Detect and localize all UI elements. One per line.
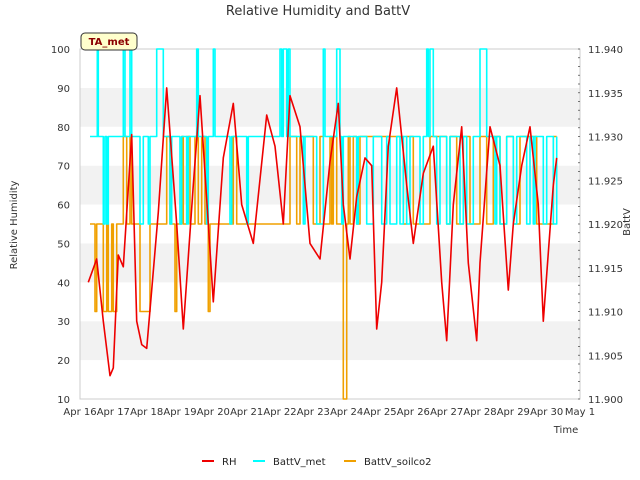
left-axis-ticks: 10 20 30 40 50 60 70 80 90 100 [51, 45, 70, 406]
grid-band [80, 321, 580, 361]
x-tick-label: Apr 21 [230, 407, 263, 418]
x-tick-label: Apr 28 [463, 407, 496, 418]
x-axis-label: Time [553, 425, 578, 436]
grid-band [80, 282, 580, 322]
y-left-tick-label: 10 [57, 395, 70, 406]
x-axis-ticks: Apr 16 Apr 17 Apr 18 Apr 19 Apr 20 Apr 21 Apr … [63, 407, 595, 418]
y-left-tick-label: 30 [57, 317, 70, 328]
right-axis-ticks: 11.900 11.905 11.910 11.915 11.920 11.925 11.9… [578, 45, 623, 406]
x-tick-label: Apr 17 [97, 407, 130, 418]
y-right-tick-label: 11.915 [588, 264, 623, 275]
legend-label-battv-soilco2: BattV_soilco2 [364, 457, 432, 468]
y-right-tick-label: 11.920 [588, 220, 623, 231]
y-axis-left-label: Relative Humidity [9, 181, 20, 270]
y-left-tick-label: 80 [57, 123, 70, 134]
station-badge-text: TA_met [89, 37, 130, 48]
y-right-tick-label: 11.935 [588, 89, 623, 100]
y-right-tick-label: 11.905 [588, 351, 623, 362]
x-tick-label: Apr 24 [330, 407, 363, 418]
x-tick-label: Apr 23 [297, 407, 330, 418]
grid-band [80, 49, 580, 88]
y-left-tick-label: 50 [57, 239, 70, 250]
x-tick-label: Apr 26 [397, 407, 430, 418]
x-tick-label: Apr 16 [63, 407, 96, 418]
y-right-tick-label: 11.910 [588, 308, 623, 319]
series-line-battv-met [90, 48, 558, 225]
y-right-tick-label: 11.930 [588, 133, 623, 144]
y-right-tick-label: 11.925 [588, 176, 623, 187]
y-left-tick-label: 20 [57, 356, 70, 367]
station-badge: TA_met [80, 32, 138, 51]
x-tick-label: Apr 18 [130, 407, 163, 418]
legend: RH BattV_met BattV_soilco2 [202, 457, 432, 468]
x-tick-label: Apr 22 [263, 407, 296, 418]
x-tick-label: May 1 [565, 407, 595, 418]
series-layer [87, 48, 558, 400]
series-line-rh [87, 87, 558, 377]
chart-title: Relative Humidity and BattV [226, 4, 410, 19]
legend-label-battv-met: BattV_met [273, 457, 326, 468]
station-badge-box [80, 32, 138, 51]
y-left-tick-label: 90 [57, 84, 70, 95]
grid-band [80, 87, 580, 127]
y-right-tick-label: 11.940 [588, 45, 623, 56]
x-tick-label: Apr 29 [497, 407, 530, 418]
y-left-tick-label: 40 [57, 278, 70, 289]
legend-label-rh: RH [222, 457, 236, 468]
x-tick-label: Apr 19 [163, 407, 196, 418]
x-tick-label: Apr 27 [430, 407, 463, 418]
y-right-tick-label: 11.900 [588, 395, 623, 406]
grid-band [80, 360, 580, 399]
y-left-tick-label: 100 [51, 45, 70, 56]
y-axis-right-label: BattV [622, 208, 633, 236]
x-tick-label: Apr 25 [363, 407, 396, 418]
y-left-tick-label: 60 [57, 201, 70, 212]
x-tick-label: Apr 20 [197, 407, 230, 418]
x-tick-label: Apr 30 [530, 407, 563, 418]
grid-band [80, 243, 580, 283]
y-left-tick-label: 70 [57, 162, 70, 173]
